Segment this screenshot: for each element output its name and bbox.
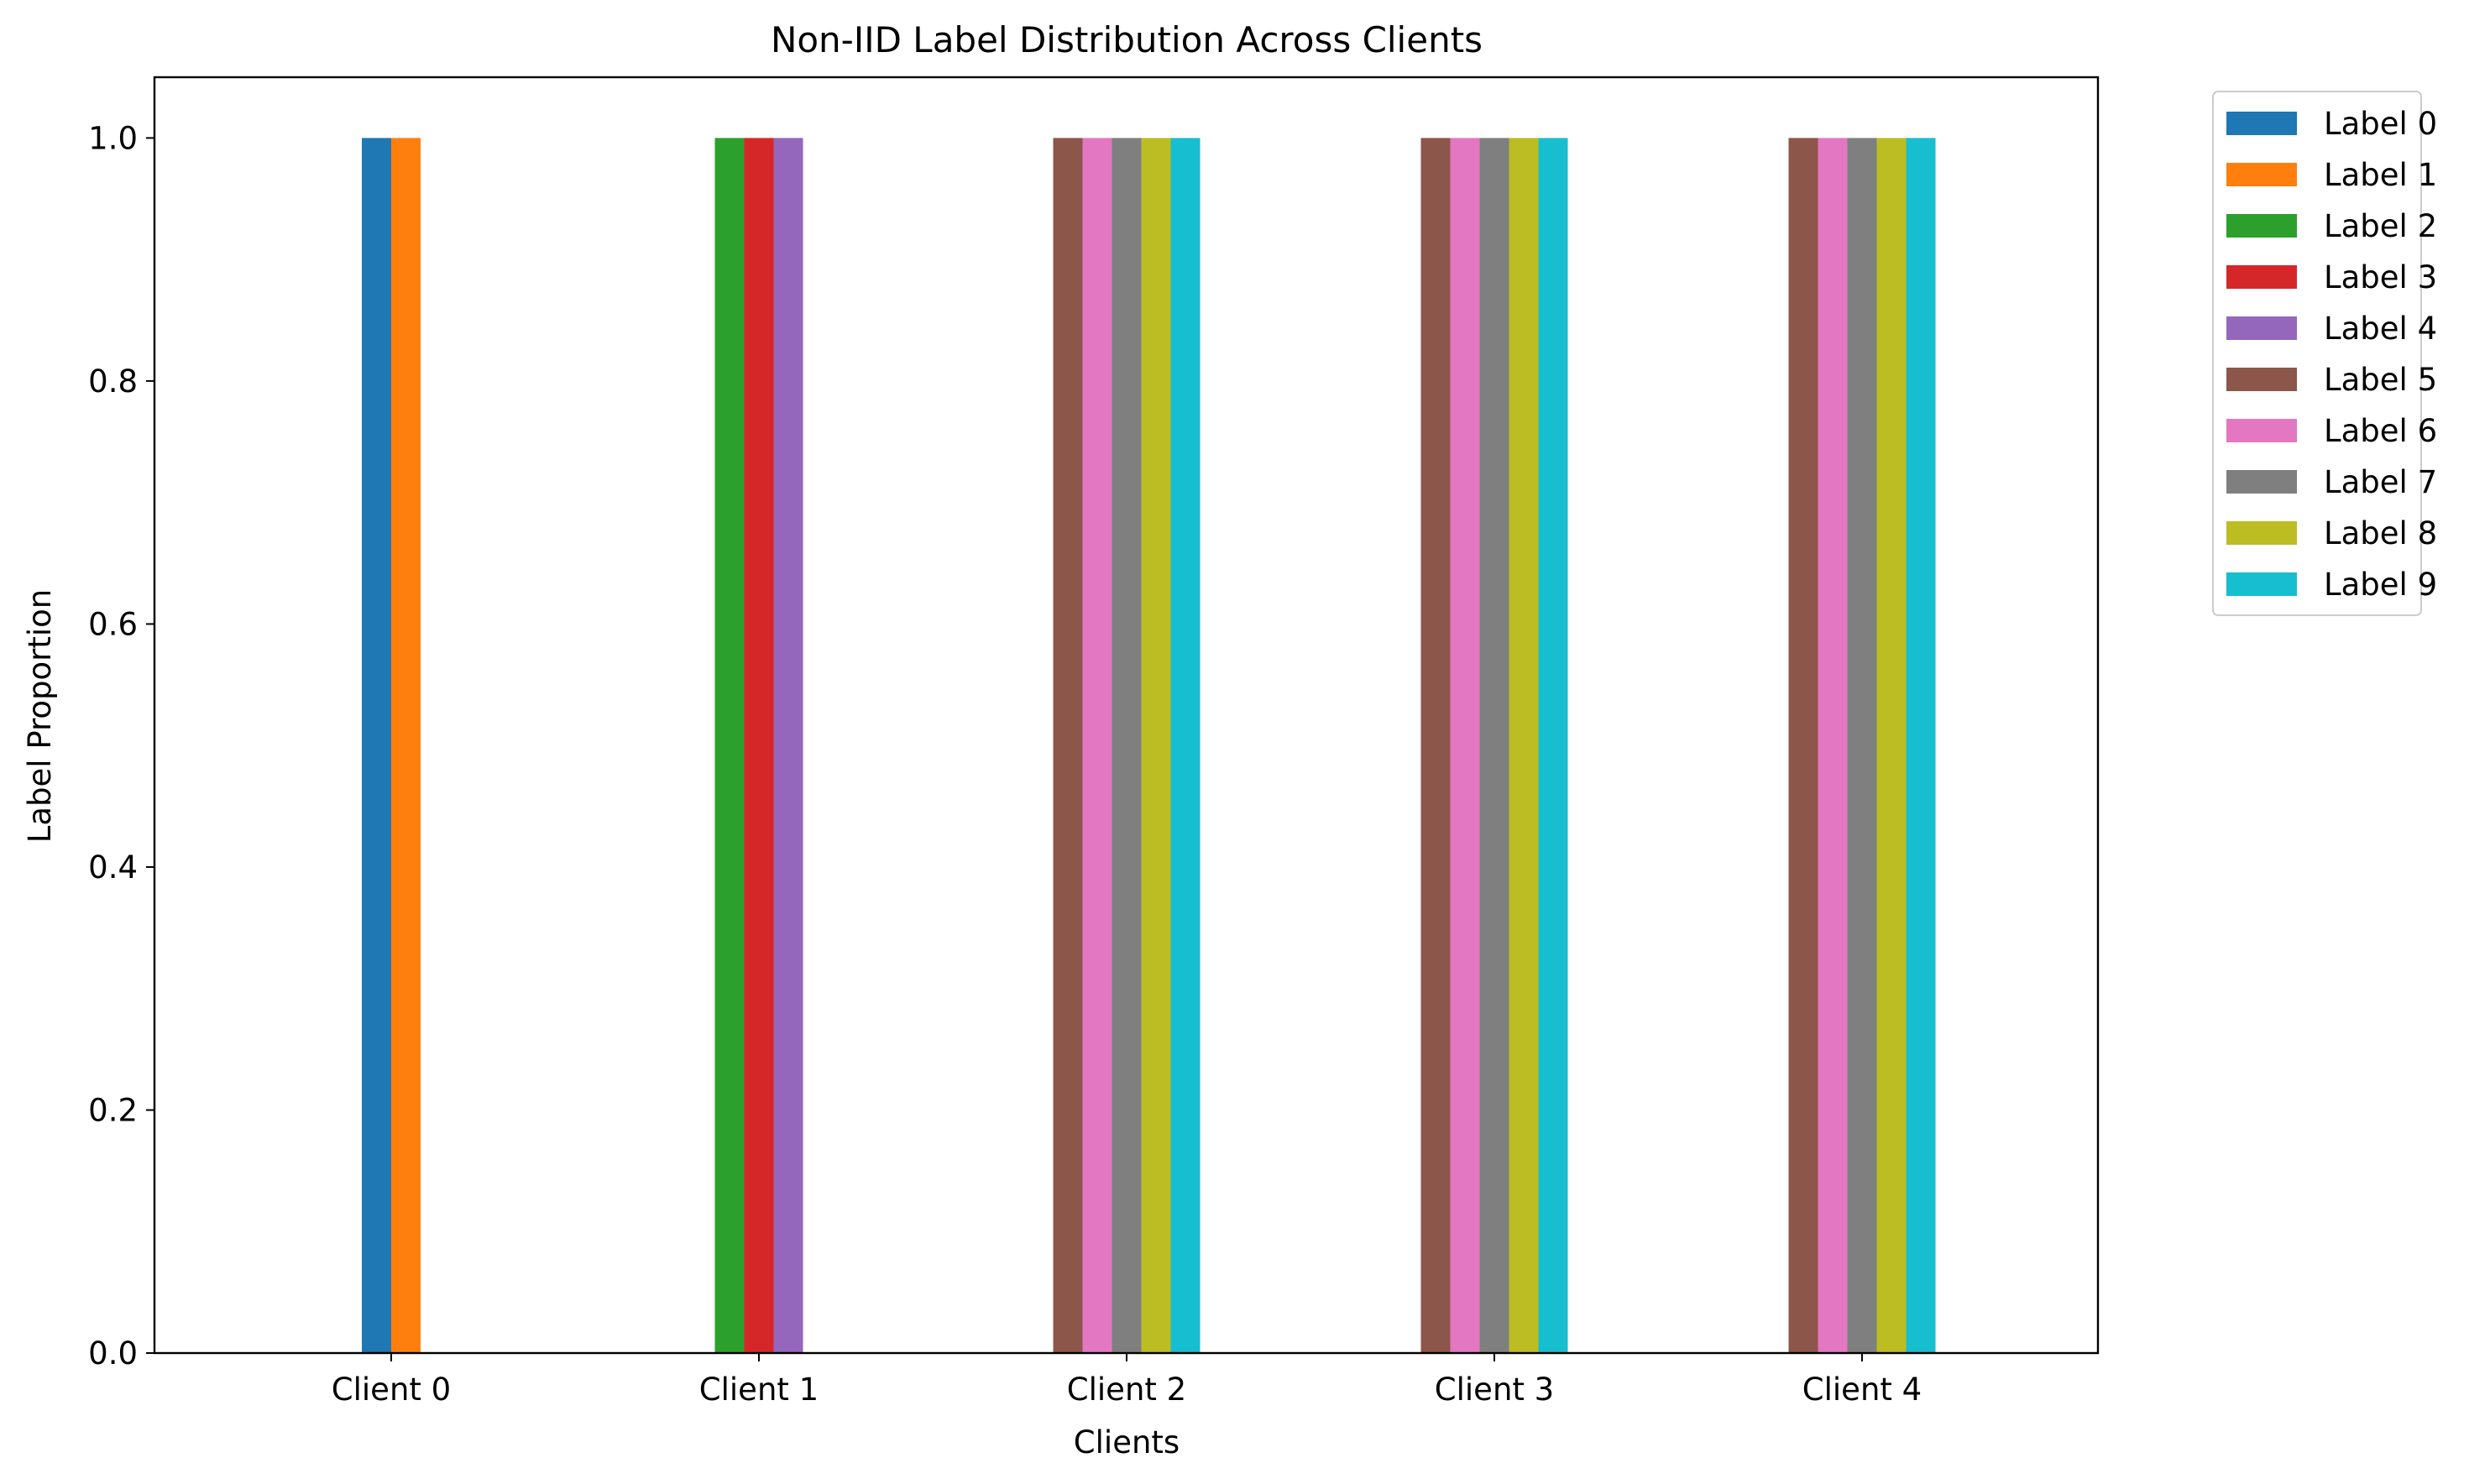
legend-label: Label 7 <box>2324 464 2437 500</box>
bar-label-9-client-2 <box>1170 138 1201 1353</box>
bar-label-5-client-4 <box>1788 138 1818 1353</box>
y-tick-label: 0.4 <box>88 849 138 886</box>
bar-label-9-client-4 <box>1906 138 1936 1353</box>
legend-swatch <box>2226 572 2297 596</box>
chart-title: Non-IID Label Distribution Across Client… <box>771 19 1483 60</box>
x-tick-label: Client 3 <box>1435 1372 1554 1408</box>
bar-label-5-client-2 <box>1053 138 1083 1353</box>
legend-swatch <box>2226 470 2297 494</box>
legend-label: Label 0 <box>2324 106 2437 142</box>
legend-swatch <box>2226 214 2297 238</box>
legend-swatch <box>2226 265 2297 289</box>
bar-label-1-client-0 <box>391 138 421 1353</box>
y-axis-label: Label Proportion <box>22 589 58 844</box>
legend-label: Label 4 <box>2324 311 2437 347</box>
legend-label: Label 2 <box>2324 208 2437 244</box>
bar-label-2-client-1 <box>714 138 745 1353</box>
bar-label-5-client-3 <box>1420 138 1451 1353</box>
legend: Label 0 Label 1 Label 2 Label 3 Label 4 Label… <box>2212 91 2437 616</box>
legend-label: Label 3 <box>2324 259 2437 295</box>
bar-label-8-client-2 <box>1141 138 1171 1353</box>
y-tick-label: 0.2 <box>88 1092 138 1128</box>
x-tick-label: Client 0 <box>332 1372 451 1408</box>
legend-swatch <box>2226 368 2297 391</box>
legend-label: Label 8 <box>2324 515 2437 551</box>
plot-area: Client 0 Client 1 Client 2 Client 3 Client 4… <box>88 76 2100 1408</box>
bar-label-0-client-0 <box>362 138 391 1353</box>
legend-label: Label 5 <box>2324 362 2437 398</box>
x-tick-label: Client 4 <box>1802 1372 1922 1408</box>
bar-label-6-client-2 <box>1082 138 1112 1353</box>
legend-label: Label 1 <box>2324 157 2437 193</box>
bar-label-3-client-1 <box>744 138 774 1353</box>
bar-label-7-client-3 <box>1479 138 1509 1353</box>
legend-label: Label 6 <box>2324 413 2437 449</box>
y-tick-label: 1.0 <box>88 120 138 156</box>
legend-swatch <box>2226 316 2297 340</box>
bar-label-8-client-4 <box>1876 138 1907 1353</box>
bar-label-7-client-4 <box>1847 138 1877 1353</box>
y-tick-label: 0.8 <box>88 363 138 400</box>
x-tick-label: Client 2 <box>1067 1372 1186 1408</box>
legend-swatch <box>2226 521 2297 545</box>
bar-label-9-client-3 <box>1538 138 1568 1353</box>
y-tick-label: 0.6 <box>88 606 138 642</box>
legend-swatch <box>2226 419 2297 442</box>
x-tick-label: Client 1 <box>699 1372 819 1408</box>
bar-label-8-client-3 <box>1509 138 1539 1353</box>
y-tick-label: 0.0 <box>88 1335 138 1372</box>
legend-swatch <box>2226 163 2297 186</box>
x-axis-label: Clients <box>1074 1424 1180 1460</box>
legend-label: Label 9 <box>2324 567 2437 603</box>
bar-label-7-client-2 <box>1112 138 1142 1353</box>
legend-swatch <box>2226 112 2297 135</box>
bar-label-6-client-3 <box>1450 138 1480 1353</box>
bar-label-4-client-1 <box>773 138 803 1353</box>
plot-frame <box>153 76 2100 1355</box>
bar-label-6-client-4 <box>1818 138 1848 1353</box>
